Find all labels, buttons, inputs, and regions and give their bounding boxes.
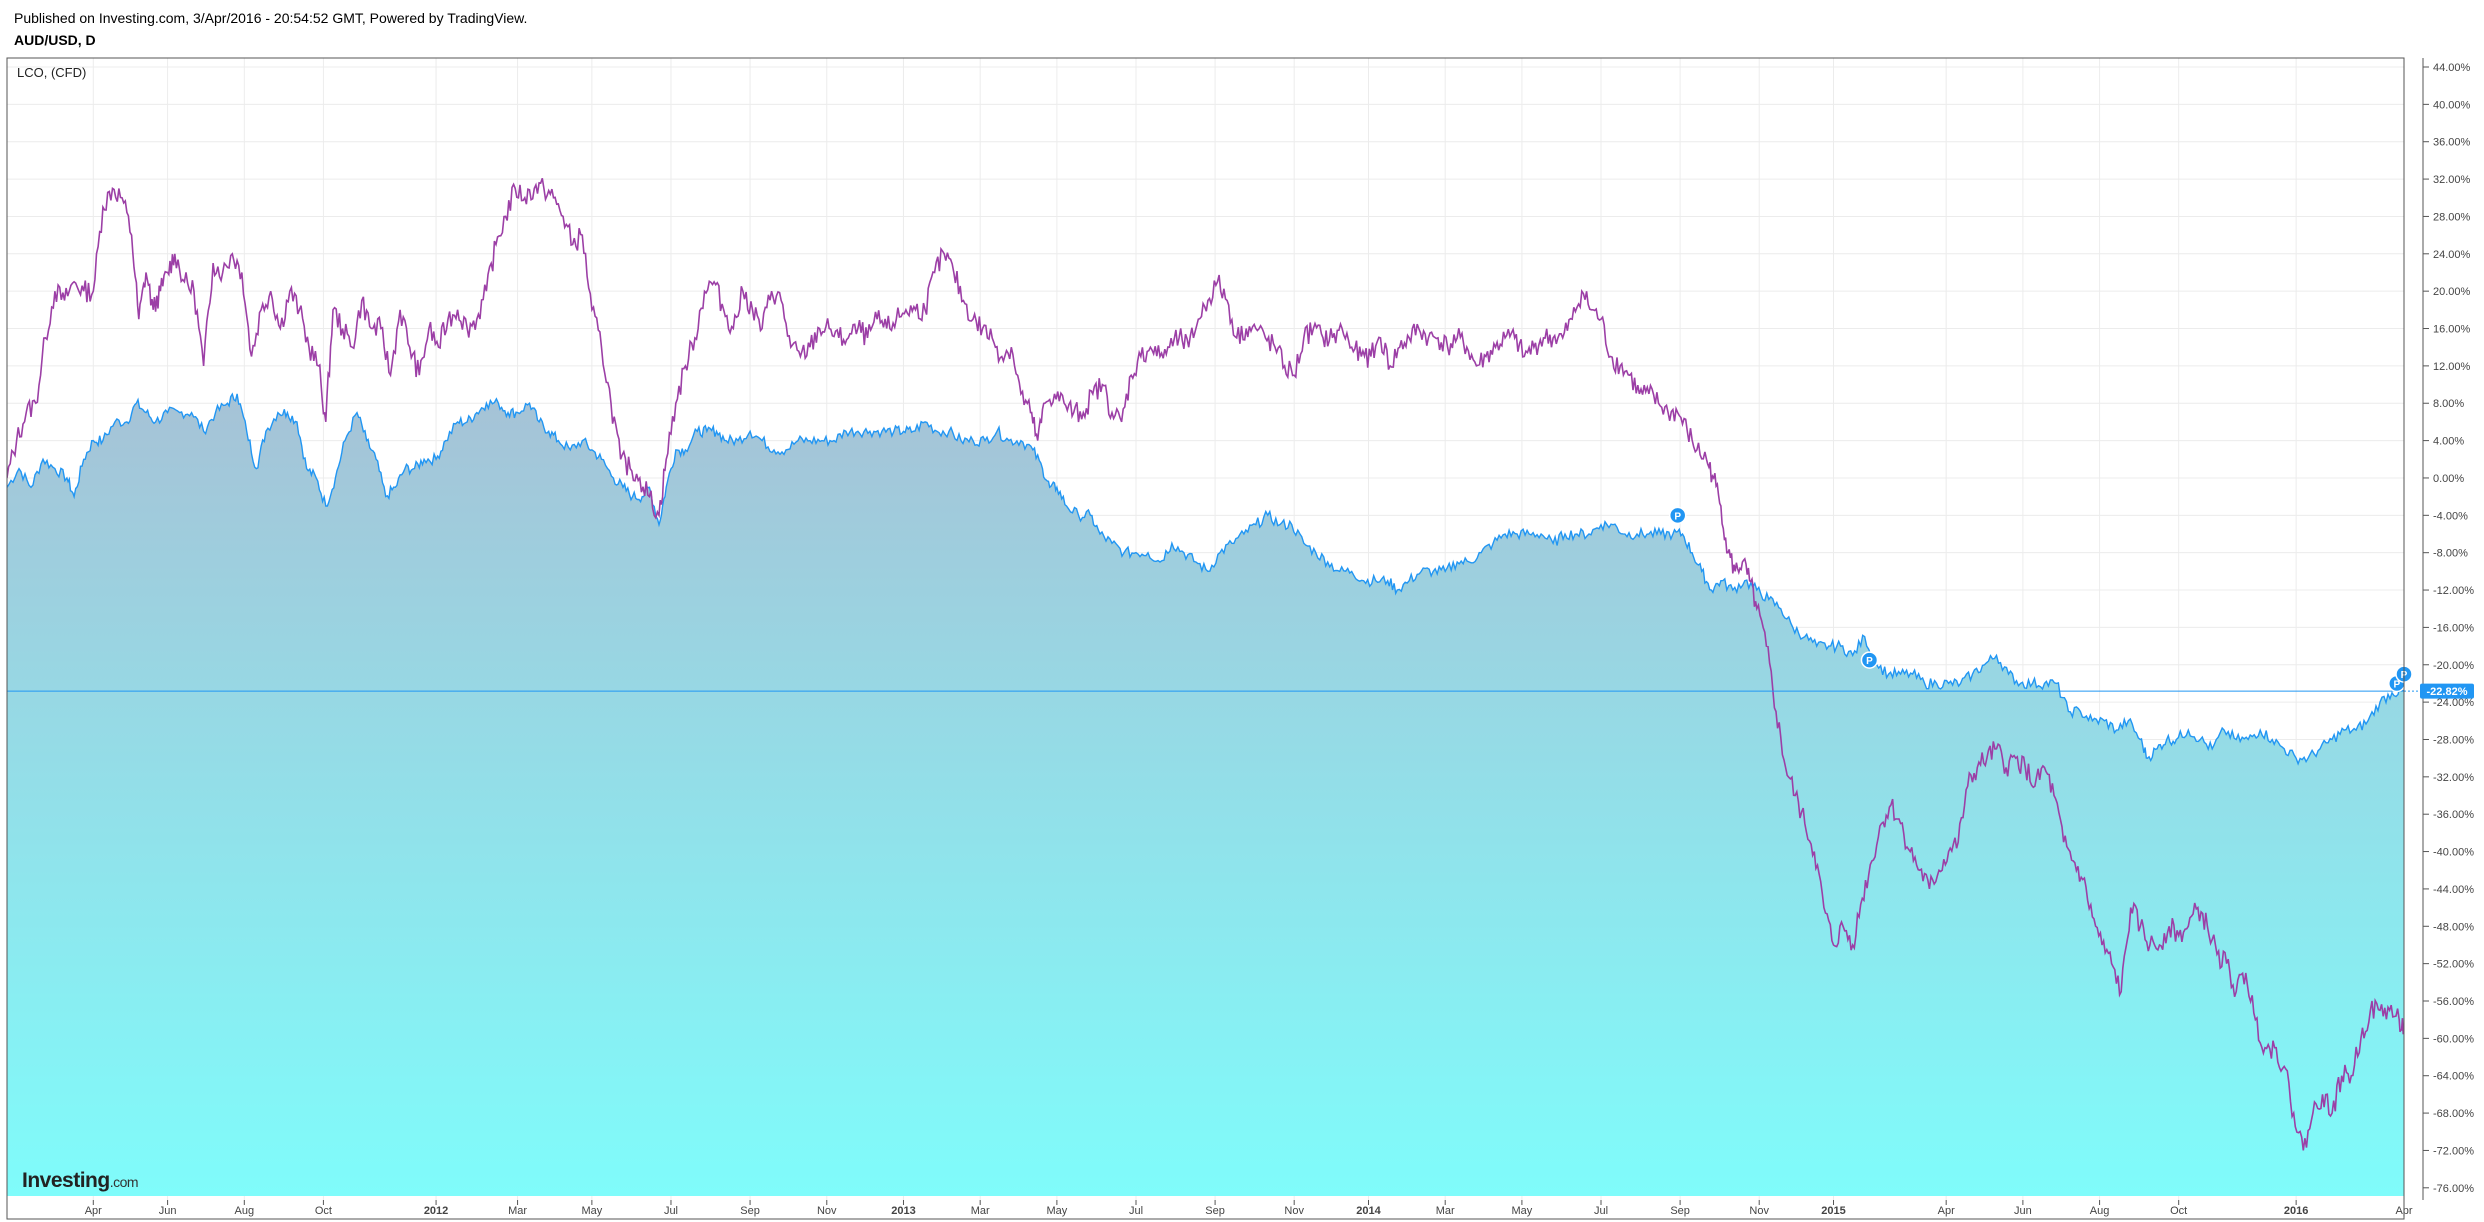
x-tick-label: May (1512, 1205, 1533, 1217)
x-tick-label: Sep (1670, 1205, 1690, 1217)
x-tick-label: 2015 (1821, 1205, 1845, 1217)
y-tick-label: -72.00% (2433, 1145, 2474, 1157)
x-tick-label: Jul (664, 1205, 678, 1217)
y-tick-label: 16.00% (2433, 324, 2471, 336)
y-tick-label: -8.00% (2433, 548, 2468, 560)
audusd-line (7, 392, 2404, 766)
x-tick-label: Apr (2395, 1205, 2412, 1217)
y-tick-label: -32.00% (2433, 772, 2474, 784)
event-marker[interactable]: P (1668, 506, 1687, 525)
y-tick-label: 24.00% (2433, 249, 2471, 261)
y-tick-label: -60.00% (2433, 1033, 2474, 1045)
y-tick-label: 12.00% (2433, 361, 2471, 373)
marker-label: P (2393, 679, 2400, 690)
symbol-title: AUD/USD, D (14, 32, 96, 48)
logo-suffix-text: .com (110, 1174, 138, 1190)
published-caption: Published on Investing.com, 3/Apr/2016 -… (14, 10, 528, 26)
marker-label: P (1674, 511, 1681, 522)
y-tick-label: -44.00% (2433, 884, 2474, 896)
logo-main-text: Investing (22, 1169, 110, 1192)
y-tick-label: 44.00% (2433, 62, 2471, 74)
y-tick-label: 20.00% (2433, 286, 2471, 298)
price-axis[interactable]: 44.00% 40.00% 36.00% 32.00% 28.00% 24.00% 20.0… (2423, 62, 2474, 1195)
y-tick-label: -24.00% (2433, 697, 2474, 709)
x-tick-label: Mar (1436, 1205, 1455, 1217)
x-tick-label: Jul (1594, 1205, 1608, 1217)
x-tick-label: May (1046, 1205, 1067, 1217)
x-tick-label: Sep (1205, 1205, 1225, 1217)
x-tick-label: Apr (85, 1205, 102, 1217)
y-tick-label: -48.00% (2433, 921, 2474, 933)
y-tick-label: -40.00% (2433, 847, 2474, 859)
investing-logo: Investing.com (22, 1169, 139, 1192)
x-tick-label: Sep (740, 1205, 760, 1217)
x-tick-label: 2014 (1356, 1205, 1381, 1217)
x-tick-label: May (581, 1205, 602, 1217)
x-tick-label: Jul (1129, 1205, 1143, 1217)
x-tick-label: Oct (315, 1205, 332, 1217)
y-tick-label: 0.00% (2433, 473, 2464, 485)
svg-text:Investing.com: Investing.com (22, 1169, 138, 1192)
y-tick-label: 8.00% (2433, 398, 2464, 410)
marker-label: P (1866, 656, 1873, 667)
y-tick-label: -12.00% (2433, 585, 2474, 597)
y-tick-label: -56.00% (2433, 996, 2474, 1008)
x-tick-label: Nov (1284, 1205, 1304, 1217)
lco-line (7, 177, 2404, 1151)
y-tick-label: 28.00% (2433, 211, 2471, 223)
y-tick-label: 4.00% (2433, 436, 2464, 448)
last-value-label: -22.82% (2427, 686, 2468, 698)
y-tick-label: -64.00% (2433, 1071, 2474, 1083)
y-tick-label: -20.00% (2433, 660, 2474, 672)
y-tick-label: -36.00% (2433, 809, 2474, 821)
y-tick-label: -16.00% (2433, 622, 2474, 634)
x-tick-label: 2012 (424, 1205, 448, 1217)
x-tick-label: Apr (1938, 1205, 1955, 1217)
last-value-badge: -22.82% (2420, 683, 2474, 699)
y-tick-label: 32.00% (2433, 174, 2471, 186)
x-tick-label: Jun (2014, 1205, 2032, 1217)
x-tick-label: Aug (235, 1205, 255, 1217)
y-tick-label: -68.00% (2433, 1108, 2474, 1120)
x-tick-label: Oct (2170, 1205, 2187, 1217)
x-tick-label: Mar (971, 1205, 990, 1217)
x-tick-label: 2013 (891, 1205, 915, 1217)
y-tick-label: 40.00% (2433, 99, 2471, 111)
event-marker[interactable]: P (1860, 651, 1879, 669)
plot-frame (6, 57, 2405, 1220)
x-tick-label: Aug (2090, 1205, 2110, 1217)
time-axis[interactable]: Apr Jun Aug Oct 2012 Mar May Jul Sep Nov 2013 Mar Ma… (85, 1200, 2413, 1217)
lco-legend-label: LCO, (CFD) (17, 65, 86, 80)
y-tick-label: -28.00% (2433, 734, 2474, 746)
x-tick-label: Mar (508, 1205, 527, 1217)
audusd-area-fill (7, 393, 2404, 1196)
y-tick-label: -4.00% (2433, 510, 2468, 522)
x-tick-label: Nov (817, 1205, 837, 1217)
y-tick-label: -52.00% (2433, 959, 2474, 971)
x-tick-label: 2016 (2284, 1205, 2308, 1217)
x-tick-label: Nov (1749, 1205, 1769, 1217)
y-tick-label: -76.00% (2433, 1183, 2474, 1195)
x-tick-label: Jun (159, 1205, 177, 1217)
y-tick-label: 36.00% (2433, 137, 2471, 149)
